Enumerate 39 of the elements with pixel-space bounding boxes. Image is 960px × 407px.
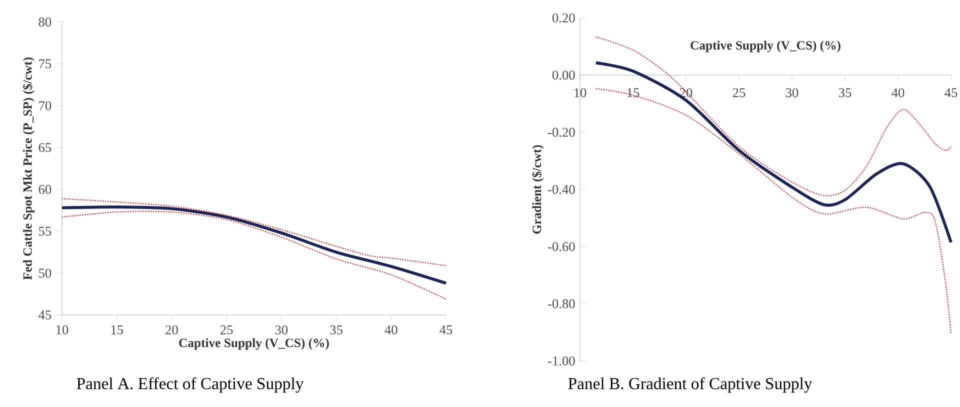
y-tick-label: 75 (39, 59, 52, 68)
y-axis-title: Fed Cattle Spot Mkt Price (P_SP) ($/cwt) (22, 58, 34, 280)
x-tick-label: 45 (944, 88, 958, 98)
x-tick-label: 35 (838, 88, 852, 98)
x-axis-title: Captive Supply (V_CS) (%) (690, 40, 840, 52)
x-tick-label: 15 (111, 325, 124, 334)
x-tick-label: 40 (384, 325, 398, 334)
y-tick-label: -0.40 (548, 184, 575, 194)
text: Panel B. Gradient of Captive Supply (568, 377, 812, 393)
x-tick-label: 35 (330, 325, 342, 334)
line-series (61, 198, 447, 266)
y-tick-label: -1.00 (548, 356, 575, 366)
y-tick-label: -0.20 (548, 128, 575, 137)
y-tick-label: 0.20 (552, 13, 575, 23)
y-tick-label: 60 (38, 184, 52, 194)
x-tick-label: 25 (732, 88, 746, 98)
x-tick-label: 40 (892, 88, 904, 98)
x-tick-label: 10 (56, 325, 68, 334)
y-tick-label: 65 (38, 143, 52, 152)
line-series (60, 206, 448, 285)
y-tick-label: -0.80 (548, 299, 575, 308)
y-tick-label: 0.00 (552, 70, 575, 80)
y-tick-label: -0.60 (548, 242, 575, 252)
y-tick-label: 80 (38, 18, 52, 26)
text: Panel A. Effect of Captive Supply (76, 377, 304, 393)
x-tick-label: 45 (440, 325, 452, 334)
y-tick-label: 45 (38, 310, 52, 320)
x-tick-label: 30 (275, 325, 288, 334)
x-tick-label: 25 (220, 325, 233, 334)
x-tick-label: 30 (786, 88, 798, 98)
x-tick-label: 15 (628, 88, 640, 98)
y-axis-title: Gradient ($/cwt) (532, 145, 544, 234)
line-series (61, 210, 447, 300)
x-axis-title: Captive Supply (V_CS) (%) (179, 338, 329, 350)
y-tick-label: 50 (39, 268, 52, 278)
y-tick-label: 55 (39, 226, 52, 236)
x-tick-label: 10 (574, 88, 586, 98)
x-tick-label: 20 (166, 325, 178, 334)
y-tick-label: 70 (39, 101, 52, 110)
